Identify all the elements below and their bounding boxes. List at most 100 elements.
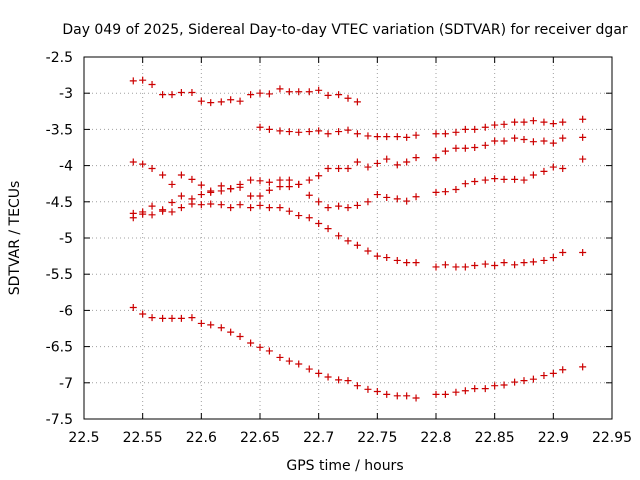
data-point xyxy=(579,133,587,141)
data-point xyxy=(265,178,273,186)
data-point xyxy=(432,188,440,196)
data-point xyxy=(441,147,449,155)
data-point xyxy=(373,159,381,167)
data-point xyxy=(511,118,519,126)
y-tick-label: -5.5 xyxy=(46,267,73,283)
data-point xyxy=(461,180,469,188)
data-point xyxy=(441,261,449,269)
data-point xyxy=(471,262,479,270)
data-point xyxy=(276,176,284,184)
data-point xyxy=(481,260,489,268)
y-tick-label: -7 xyxy=(59,376,73,392)
x-tick-label: 22.9 xyxy=(538,430,569,446)
series-group xyxy=(256,115,587,141)
data-point xyxy=(217,324,225,332)
data-point xyxy=(247,91,255,99)
data-point xyxy=(383,133,391,141)
data-point xyxy=(529,258,537,266)
data-point xyxy=(305,128,313,136)
data-point xyxy=(393,392,401,400)
data-point xyxy=(373,387,381,395)
data-point xyxy=(276,85,284,93)
data-point xyxy=(207,321,215,329)
x-tick-label: 22.85 xyxy=(475,430,515,446)
data-point xyxy=(432,130,440,138)
data-point xyxy=(412,154,420,162)
data-point xyxy=(335,128,343,136)
data-point xyxy=(159,171,167,179)
data-point xyxy=(481,385,489,393)
data-point xyxy=(412,193,420,201)
data-point xyxy=(403,158,411,166)
data-point xyxy=(344,377,352,385)
data-point xyxy=(315,86,323,94)
data-point xyxy=(188,314,196,322)
data-point xyxy=(500,259,508,267)
data-point xyxy=(305,191,313,199)
y-tick-label: -6.5 xyxy=(46,340,73,356)
data-point xyxy=(197,191,205,199)
x-axis-label: GPS time / hours xyxy=(286,458,403,474)
data-point xyxy=(129,304,137,312)
data-point xyxy=(315,172,323,180)
data-point xyxy=(529,138,537,146)
data-point xyxy=(441,390,449,398)
data-point xyxy=(549,163,557,171)
data-point xyxy=(305,365,313,373)
data-point xyxy=(364,247,372,255)
data-point xyxy=(471,125,479,133)
data-point xyxy=(500,137,508,145)
x-tick-label: 22.75 xyxy=(357,430,397,446)
data-point xyxy=(265,347,273,355)
data-point xyxy=(432,263,440,271)
series-group xyxy=(129,133,587,195)
y-tick-label: -3 xyxy=(59,86,73,102)
data-point xyxy=(324,204,332,212)
data-point xyxy=(129,77,137,85)
data-point xyxy=(373,252,381,260)
data-point xyxy=(295,128,303,136)
data-point xyxy=(461,144,469,152)
data-point xyxy=(579,363,587,371)
data-point xyxy=(364,385,372,393)
data-point xyxy=(129,158,137,166)
data-point xyxy=(491,121,499,129)
data-point xyxy=(315,127,323,135)
data-point xyxy=(364,198,372,206)
data-point xyxy=(511,134,519,142)
data-point xyxy=(500,381,508,389)
data-point xyxy=(335,202,343,210)
data-point xyxy=(256,89,264,97)
data-point xyxy=(559,366,567,374)
data-point xyxy=(364,163,372,171)
data-point xyxy=(471,385,479,393)
data-point xyxy=(177,171,185,179)
data-point xyxy=(177,314,185,322)
data-point xyxy=(540,256,548,264)
data-point xyxy=(520,259,528,267)
data-point xyxy=(285,128,293,136)
data-point xyxy=(471,178,479,186)
data-point xyxy=(177,192,185,200)
x-tick-label: 22.95 xyxy=(592,430,632,446)
data-point xyxy=(247,339,255,347)
data-point xyxy=(256,177,264,185)
data-point xyxy=(529,117,537,125)
data-point xyxy=(335,376,343,384)
data-point xyxy=(393,161,401,169)
y-tick-label: -4.5 xyxy=(46,195,73,211)
data-point xyxy=(139,310,147,318)
data-point xyxy=(188,88,196,96)
data-point xyxy=(441,130,449,138)
data-point xyxy=(452,128,460,136)
data-point xyxy=(481,123,489,131)
data-point xyxy=(256,201,264,209)
data-point xyxy=(159,91,167,99)
data-point xyxy=(227,328,235,336)
x-tick-label: 22.6 xyxy=(186,430,217,446)
data-point xyxy=(227,96,235,104)
data-point xyxy=(324,225,332,233)
data-point xyxy=(481,176,489,184)
x-tick-label: 22.8 xyxy=(420,430,451,446)
